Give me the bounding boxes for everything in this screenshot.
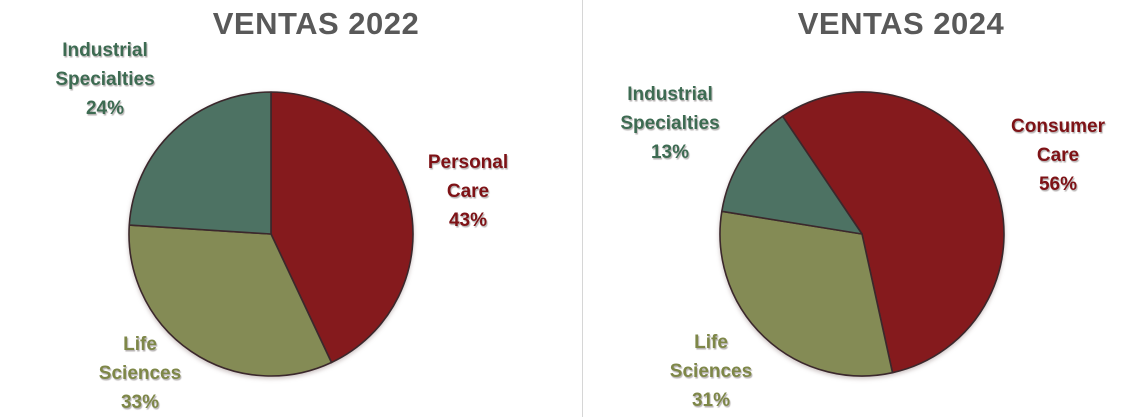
pie-label-line: 56% <box>1038 174 1078 195</box>
pie-group-ventas-2024 <box>719 91 1005 377</box>
pie-slice-ventas-2022-life-sciences <box>128 224 333 377</box>
pie-chart-title-2022: VENTAS 2022 <box>212 6 420 41</box>
pie-label-line: 13% <box>650 142 690 163</box>
pie-chart-title-2024: VENTAS 2024 <box>797 6 1005 41</box>
pie-group-ventas-2022 <box>128 91 414 377</box>
pie-label-ventas-2022-life-sciences: Life Sciences 33% <box>99 330 181 417</box>
pie-label-line: Consumer <box>1011 116 1105 137</box>
pie-label-line: 33% <box>120 392 160 413</box>
pie-label-line: Life <box>123 334 157 355</box>
pie-label-line: Care <box>446 181 490 202</box>
pie-label-ventas-2024-industrial-specialties: Industrial Specialties 13% <box>620 80 719 167</box>
pie-label-line: Personal <box>427 152 509 173</box>
pie-label-ventas-2024-consumer-care: Consumer Care 56% <box>1011 112 1105 199</box>
pie-label-line: Specialties <box>620 113 720 134</box>
pie-slice-ventas-2024-consumer-care <box>781 91 1005 374</box>
pie-label-line: Industrial <box>627 84 713 105</box>
pie-slice-ventas-2022-industrial-specialties <box>128 91 272 235</box>
vertical-divider <box>582 0 583 417</box>
pie-label-line: Care <box>1036 145 1080 166</box>
pie-label-line: Industrial <box>62 40 148 61</box>
pie-slice-ventas-2024-industrial-specialties <box>721 115 863 235</box>
pie-label-line: Specialties <box>55 69 155 90</box>
pie-label-ventas-2022-industrial-specialties: Industrial Specialties 24% <box>55 36 154 123</box>
pie-label-line: 43% <box>448 210 488 231</box>
pie-label-ventas-2024-life-sciences: Life Sciences 31% <box>670 328 752 415</box>
pie-label-line: 24% <box>85 98 125 119</box>
pie-slice-ventas-2024-life-sciences <box>719 210 894 377</box>
pie-label-line: Life <box>694 332 728 353</box>
pie-label-line: Sciences <box>98 363 182 384</box>
pie-label-ventas-2022-personal-care: Personal Care 43% <box>428 148 508 235</box>
pie-label-line: 31% <box>691 390 731 411</box>
pie-label-line: Sciences <box>669 361 753 382</box>
pie-slice-ventas-2022-personal-care <box>270 91 414 364</box>
